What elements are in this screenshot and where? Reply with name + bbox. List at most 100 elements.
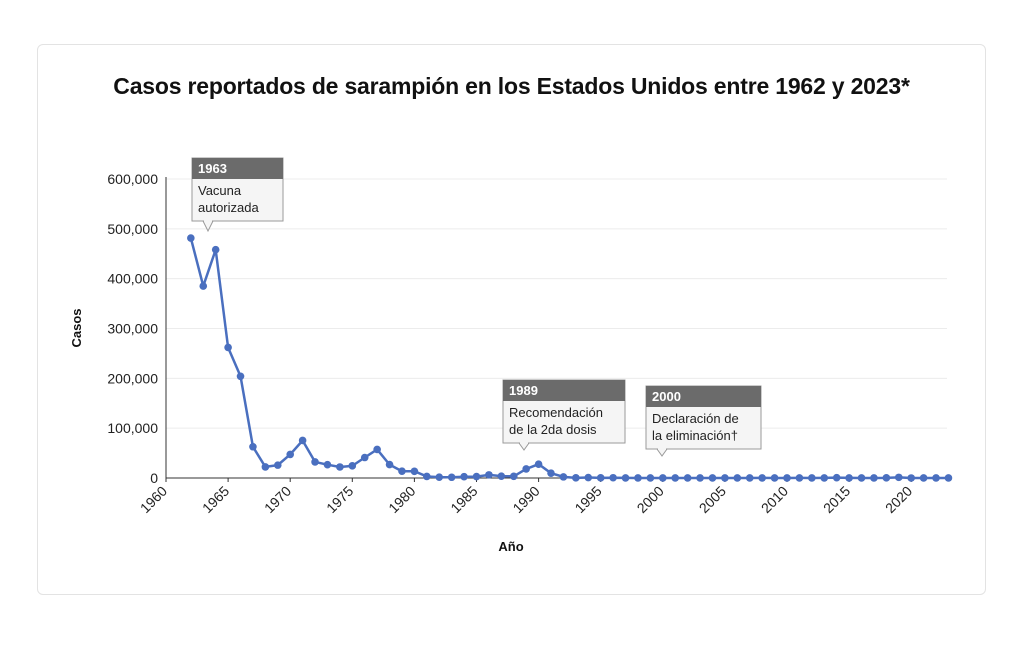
data-point [907,474,915,482]
annotation-text: de la 2da dosis [509,422,597,437]
annotation-text: Vacuna [198,183,242,198]
data-point [509,472,518,481]
data-point [224,343,232,352]
y-tick-label: 100,000 [107,420,158,436]
data-point [609,473,617,482]
data-point [261,463,270,471]
annotation-header [192,158,283,179]
x-tick-label: 1990 [509,483,542,516]
data-point [919,474,928,482]
data-point [423,472,431,481]
data-point [460,472,468,481]
data-point [323,460,332,469]
data-point [360,453,369,462]
data-point [336,463,344,471]
x-tick-label: 2010 [758,483,791,516]
data-point [447,473,456,482]
x-tick-label: 2020 [882,483,915,516]
data-point [932,474,940,482]
annotation-text: la eliminación† [652,428,738,443]
data-point [733,474,742,482]
data-point [522,465,530,473]
x-tick-label: 2000 [634,483,667,516]
data-point [721,474,729,482]
data-point [944,474,953,482]
data-point [770,474,779,482]
data-point [410,467,419,476]
data-point [273,461,282,469]
data-point [671,474,680,482]
annotation-header [503,380,625,401]
data-point [745,474,754,482]
data-point [497,472,506,480]
data-point [683,474,692,482]
data-point [646,474,655,482]
annotation-pointer [518,442,530,451]
annotation-text: autorizada [198,200,259,215]
data-point [199,282,208,290]
data-point [236,372,245,381]
data-point [882,474,891,482]
x-tick-label: 2005 [696,483,729,516]
data-point [311,458,319,466]
y-tick-label: 200,000 [107,370,158,386]
x-axis-label: Año [498,539,523,554]
annotation-pointer [202,220,214,233]
x-tick-label: 1985 [447,483,480,516]
data-point [808,474,816,482]
annotation-header [646,386,761,407]
y-axis-label: Casos [69,308,84,347]
y-tick-label: 300,000 [107,321,158,337]
x-tick-label: 1975 [323,483,356,516]
data-point [211,245,220,254]
data-point [783,474,791,482]
data-point [708,474,717,482]
data-point [820,474,829,482]
data-point [187,234,195,242]
y-tick-label: 400,000 [107,271,158,287]
data-point [857,474,866,482]
data-point [795,474,804,482]
data-point [572,474,580,482]
data-point [894,473,903,482]
data-point [870,474,878,482]
annotation-text: Declaración de [652,411,739,426]
data-point [298,436,307,445]
x-tick-label: 1995 [571,483,604,516]
data-point [621,474,630,482]
chart-title: Casos reportados de sarampión en los Est… [113,73,910,99]
data-point [398,467,406,476]
x-tick-label: 1980 [385,483,418,516]
x-tick-label: 1965 [199,483,232,516]
y-tick-label: 500,000 [107,221,158,237]
data-point [534,460,543,468]
annotation-text: Recomendación [509,405,603,420]
data-point [845,474,853,482]
data-point [584,473,593,482]
data-point [435,473,444,481]
data-point [286,450,295,459]
data-point [832,473,841,482]
x-tick-label: 2015 [820,483,853,516]
data-point [385,460,394,469]
data-point [596,474,605,482]
data-point [659,474,667,482]
data-point [696,474,704,482]
data-point [758,474,766,482]
data-point [559,473,568,481]
y-tick-label: 600,000 [107,171,158,187]
data-point [485,471,493,479]
annotation-year: 1989 [509,383,538,398]
data-point [373,445,381,454]
annotation-pointer [656,448,668,457]
data-point [348,462,357,470]
data-point [472,472,481,481]
x-tick-label: 1970 [261,483,294,516]
y-tick-label: 0 [150,470,158,486]
x-tick-label: 1960 [137,483,170,516]
data-point [547,469,555,477]
data-point [249,442,257,451]
annotation-year: 1963 [198,161,227,176]
data-point [634,474,642,482]
